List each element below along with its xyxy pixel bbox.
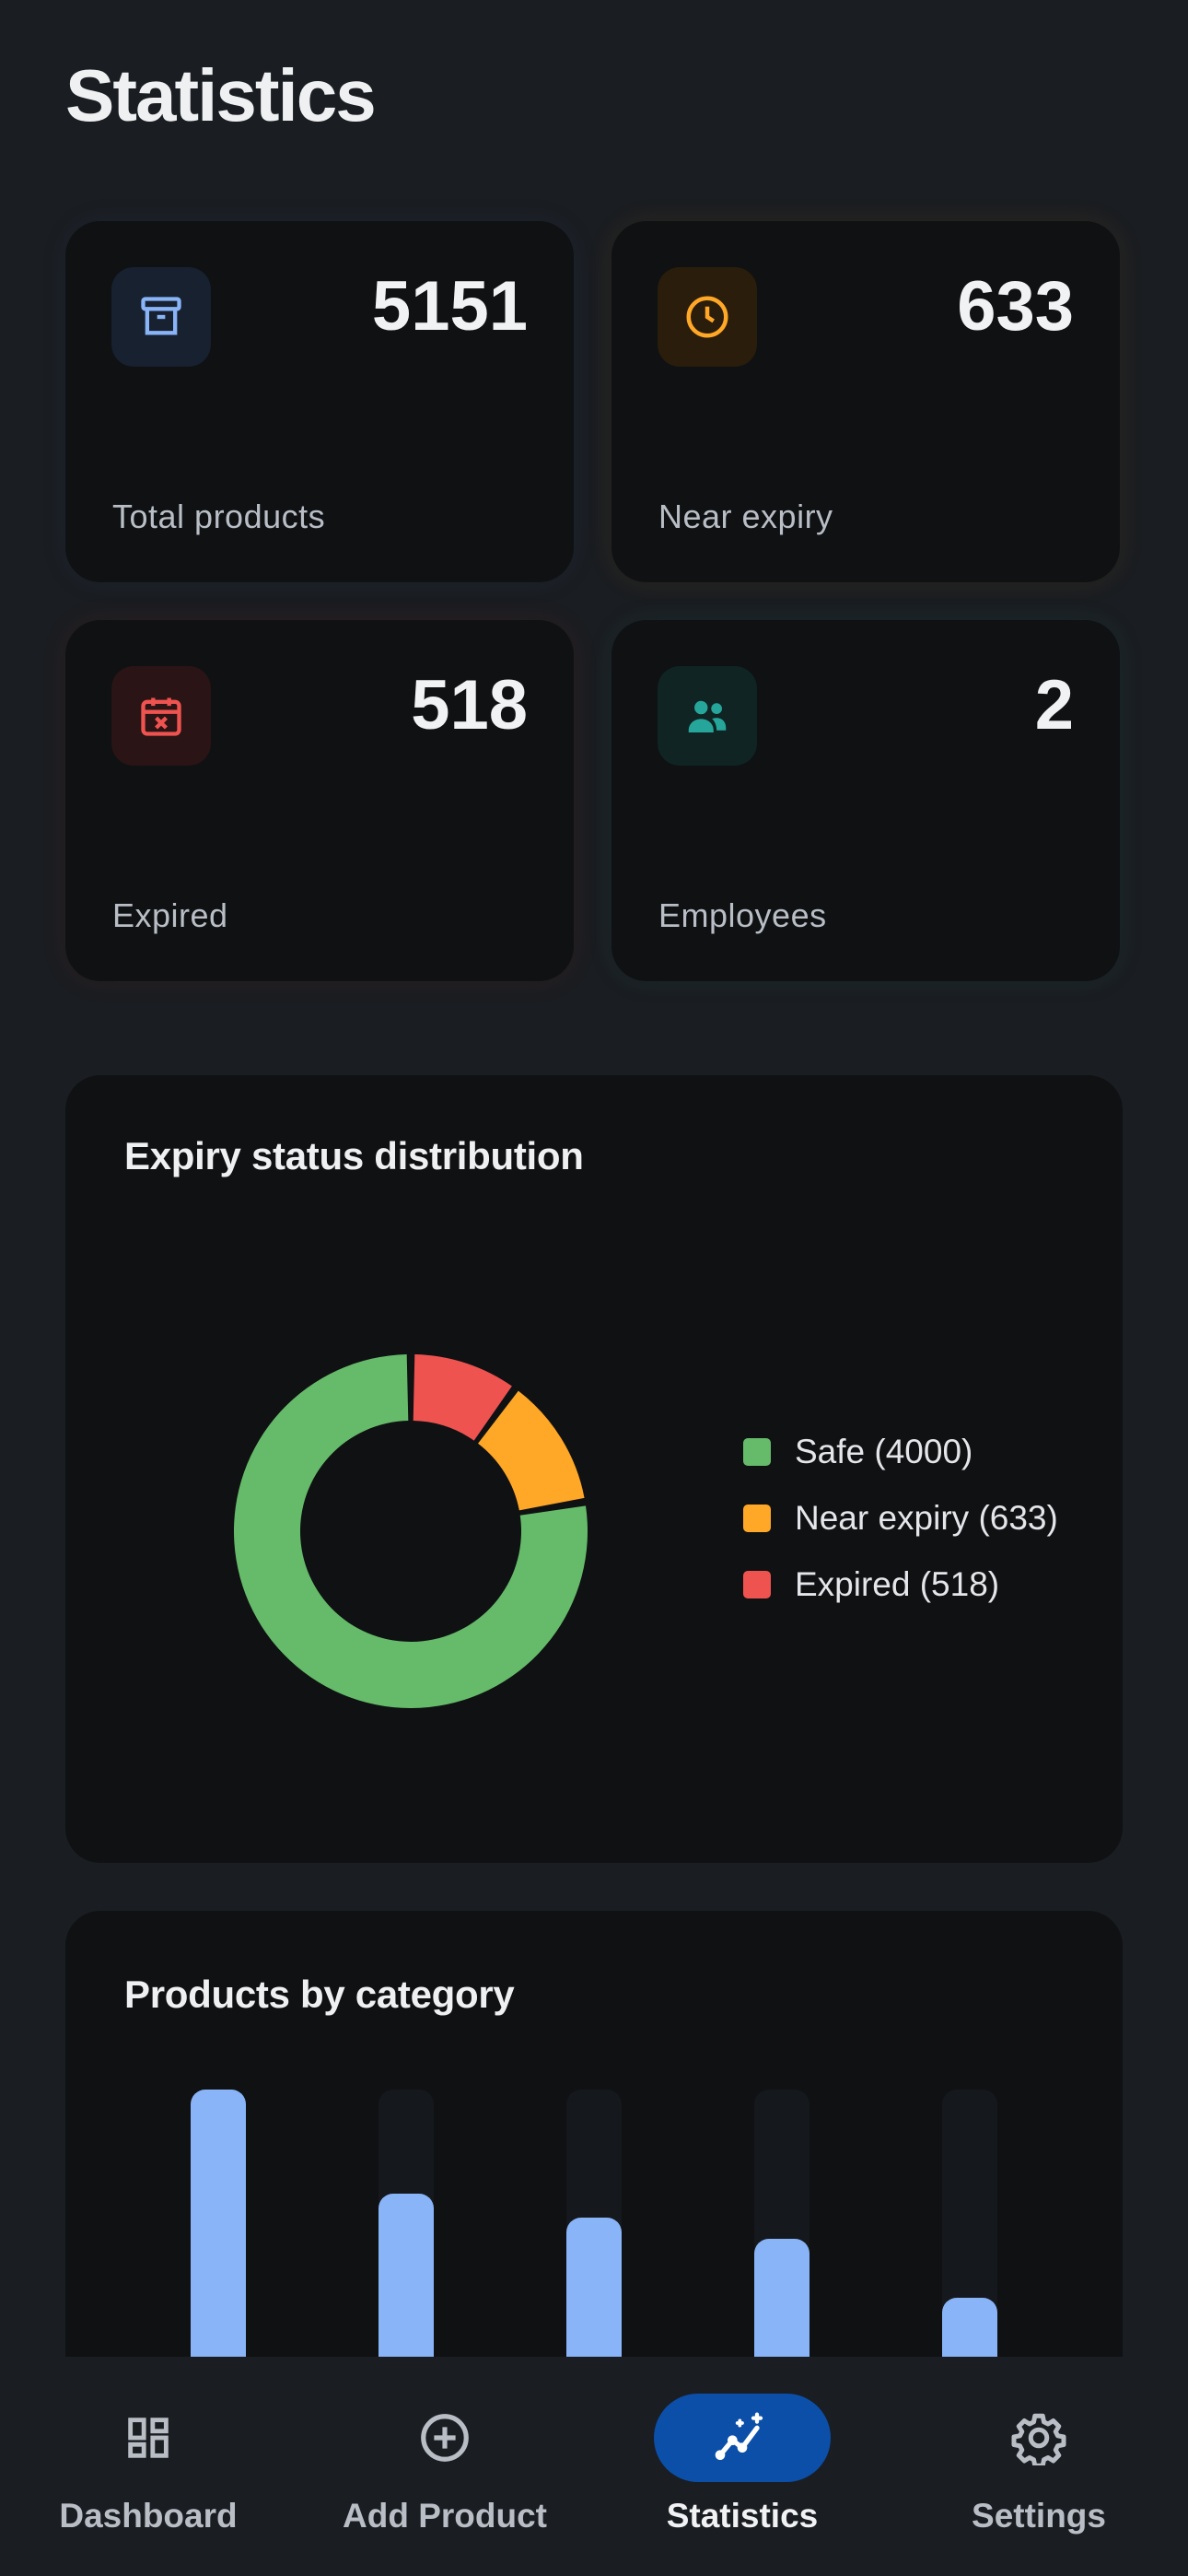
stat-value: 518 <box>411 666 528 744</box>
nav-label: Statistics <box>666 2497 819 2535</box>
legend-swatch <box>743 1571 771 1598</box>
legend-item-near-expiry: Near expiry (633) <box>743 1485 1058 1551</box>
nav-label: Dashboard <box>59 2497 238 2535</box>
bar-2 <box>379 2194 434 2357</box>
chart-title: Expiry status distribution <box>124 1134 584 1177</box>
bar-3 <box>566 2218 622 2357</box>
bar-4 <box>754 2239 809 2357</box>
chart-legend: Safe (4000) Near expiry (633) Expired (5… <box>743 1419 1058 1618</box>
legend-item-safe: Safe (4000) <box>743 1419 1058 1485</box>
stat-label: Employees <box>658 896 827 934</box>
add-circle-icon <box>356 2394 533 2482</box>
people-icon <box>658 666 757 766</box>
stat-value: 5151 <box>371 267 528 345</box>
stat-card-employees: 2 Employees <box>611 620 1120 981</box>
legend-label: Safe (4000) <box>795 1433 973 1470</box>
bar-1 <box>191 2090 246 2357</box>
nav-item-statistics[interactable]: Statistics <box>594 2357 891 2576</box>
stat-card-near-expiry: 633 Near expiry <box>611 221 1120 582</box>
stat-value: 2 <box>1034 666 1074 744</box>
clock-icon <box>658 267 757 367</box>
stat-label: Total products <box>112 498 326 535</box>
expiry-donut-chart <box>234 1354 588 1708</box>
donut-slice-safe <box>234 1354 588 1708</box>
statistics-icon <box>654 2394 831 2482</box>
bar-5 <box>942 2298 997 2357</box>
legend-label: Expired (518) <box>795 1565 1000 1603</box>
expiry-chart-card: Expiry status distribution <box>65 1075 1123 1863</box>
bottom-navigation: Dashboard Add Product Statistics Setting… <box>0 2357 1188 2576</box>
donut-slice-expired <box>413 1354 512 1441</box>
nav-item-settings[interactable]: Settings <box>891 2357 1187 2576</box>
nav-label: Add Product <box>343 2497 547 2535</box>
legend-label: Near expiry (633) <box>795 1499 1058 1537</box>
legend-swatch <box>743 1505 771 1532</box>
donut-slice-near-expiry <box>478 1390 585 1511</box>
nav-item-dashboard[interactable]: Dashboard <box>0 2357 297 2576</box>
nav-item-add-product[interactable]: Add Product <box>297 2357 593 2576</box>
stat-card-expired: 518 Expired <box>65 620 574 981</box>
chart-title: Products by category <box>124 1973 515 2016</box>
gear-icon <box>950 2394 1127 2482</box>
legend-swatch <box>743 1438 771 1466</box>
calendar-x-icon <box>111 666 211 766</box>
stat-card-total-products: 5151 Total products <box>65 221 574 582</box>
stat-label: Expired <box>112 896 228 934</box>
stat-label: Near expiry <box>658 498 833 535</box>
stat-value: 633 <box>957 267 1074 345</box>
nav-label: Settings <box>972 2497 1106 2535</box>
legend-item-expired: Expired (518) <box>743 1551 1058 1618</box>
archive-icon <box>111 267 211 367</box>
dashboard-icon <box>60 2394 237 2482</box>
page-title: Statistics <box>65 54 377 136</box>
